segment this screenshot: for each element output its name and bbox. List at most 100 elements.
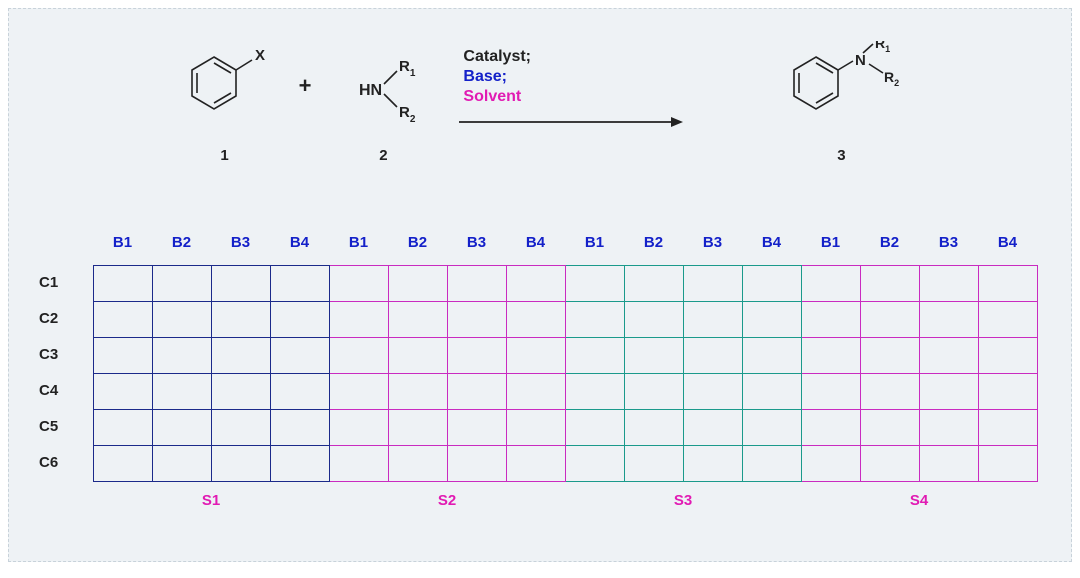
grid-cell <box>625 410 684 446</box>
grid-cell <box>389 338 448 374</box>
grid-cell <box>330 302 389 338</box>
grid-cell <box>212 446 271 482</box>
svg-text:R2: R2 <box>399 104 416 125</box>
grid-cell <box>94 338 153 374</box>
catalyst-row-label: C5 <box>39 409 93 445</box>
grid-cell <box>212 410 271 446</box>
grid-cell <box>979 410 1038 446</box>
grid-cell <box>802 446 861 482</box>
catalyst-row-label: C2 <box>39 301 93 337</box>
base-col-header: B4 <box>506 234 565 251</box>
catalyst-row-label: C6 <box>39 445 93 481</box>
grid-cell <box>153 446 212 482</box>
grid-cell <box>389 374 448 410</box>
reaction-arrow <box>455 113 685 131</box>
base-col-header: B4 <box>978 234 1037 251</box>
grid-cell <box>743 374 802 410</box>
reactant-1-label: 1 <box>220 147 228 164</box>
r2-letter: R <box>399 104 410 121</box>
grid-cell <box>153 338 212 374</box>
figure-panel: X 1 + HN R1 R2 2 <box>8 8 1072 562</box>
product-n: N <box>855 52 866 69</box>
grid-cell <box>979 302 1038 338</box>
grid-cell <box>448 374 507 410</box>
grid-row <box>94 302 1038 338</box>
grid-cell <box>212 338 271 374</box>
grid-cell <box>566 374 625 410</box>
screening-grid: B1B2B3B4B1B2B3B4B1B2B3B4B1B2B3B4 C1C2C3C… <box>39 234 1043 509</box>
grid-cell <box>507 374 566 410</box>
scheme-row: X 1 + HN R1 R2 2 <box>179 41 902 164</box>
grid-cell <box>153 302 212 338</box>
grid-cell <box>861 446 920 482</box>
grid-cell <box>743 410 802 446</box>
solvent-block-labels: S1S2S3S4 <box>93 492 1043 509</box>
grid-cell <box>94 410 153 446</box>
grid-cell <box>507 266 566 302</box>
grid-cell <box>271 302 330 338</box>
base-column-headers: B1B2B3B4B1B2B3B4B1B2B3B4B1B2B3B4 <box>93 234 1043 251</box>
grid-cell <box>920 302 979 338</box>
grid-cell <box>920 446 979 482</box>
hn-text: HN <box>359 82 382 99</box>
grid-cell <box>684 338 743 374</box>
grid-cell <box>507 338 566 374</box>
product-structure: N R1 R2 <box>781 41 901 129</box>
solvent-label: Solvent <box>463 87 531 107</box>
svg-text:R1: R1 <box>399 58 416 79</box>
grid-cell <box>389 410 448 446</box>
grid-row <box>94 266 1038 302</box>
grid-cell <box>389 266 448 302</box>
grid-cell <box>979 446 1038 482</box>
base-col-header: B2 <box>152 234 211 251</box>
grid-table <box>93 265 1038 482</box>
base-col-header: B2 <box>860 234 919 251</box>
grid-cell <box>625 374 684 410</box>
grid-cell <box>566 410 625 446</box>
plus-sign: + <box>299 73 312 99</box>
grid-cell <box>94 446 153 482</box>
grid-cell <box>271 338 330 374</box>
grid-cell <box>743 446 802 482</box>
grid-cell <box>389 302 448 338</box>
grid-cell <box>743 302 802 338</box>
grid-cell <box>684 302 743 338</box>
grid-cell <box>566 266 625 302</box>
grid-cell <box>979 374 1038 410</box>
grid-cell <box>802 266 861 302</box>
reaction-arrow-block: Catalyst; Base; Solvent <box>455 47 685 131</box>
r2-sub: 2 <box>410 114 416 125</box>
grid-cell <box>507 446 566 482</box>
grid-cell <box>861 410 920 446</box>
grid-cell <box>920 266 979 302</box>
grid-cell <box>861 374 920 410</box>
conditions-labels: Catalyst; Base; Solvent <box>463 47 531 107</box>
catalyst-row-label: C4 <box>39 373 93 409</box>
grid-cell <box>448 266 507 302</box>
grid-cell <box>212 302 271 338</box>
base-col-header: B3 <box>447 234 506 251</box>
benzene-x-structure: X <box>179 41 271 129</box>
r1-sub: 1 <box>410 68 416 79</box>
grid-cell <box>330 410 389 446</box>
base-col-header: B1 <box>93 234 152 251</box>
catalyst-label: Catalyst; <box>463 47 531 67</box>
svg-text:R1: R1 <box>875 41 890 54</box>
catalyst-row-label: C1 <box>39 265 93 301</box>
catalyst-row-label: C3 <box>39 337 93 373</box>
prod-r2: R <box>884 69 894 85</box>
grid-cell <box>94 266 153 302</box>
grid-cell <box>448 446 507 482</box>
grid-cell <box>861 338 920 374</box>
grid-cell <box>507 302 566 338</box>
grid-cell <box>94 302 153 338</box>
base-col-header: B4 <box>270 234 329 251</box>
grid-cell <box>625 338 684 374</box>
grid-cell <box>271 374 330 410</box>
grid-cell <box>507 410 566 446</box>
prod-r1: R <box>875 41 885 51</box>
grid-cell <box>153 410 212 446</box>
grid-cell <box>212 266 271 302</box>
grid-cell <box>153 374 212 410</box>
grid-cell <box>330 446 389 482</box>
